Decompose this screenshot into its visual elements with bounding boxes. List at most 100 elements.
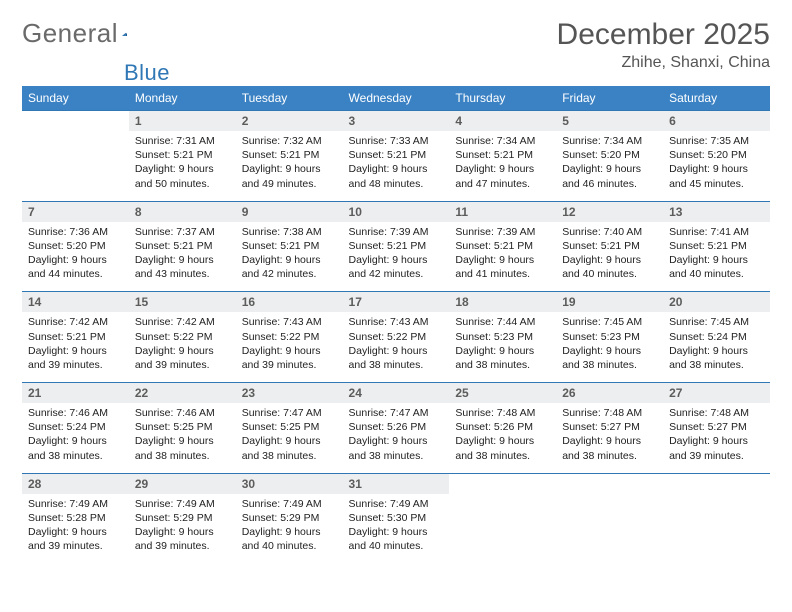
day-number-cell	[556, 473, 663, 494]
daylight-text: Daylight: 9 hours and 44 minutes.	[28, 253, 123, 281]
sunrise-text: Sunrise: 7:32 AM	[242, 134, 337, 148]
daylight-text: Daylight: 9 hours and 46 minutes.	[562, 162, 657, 190]
daylight-text: Daylight: 9 hours and 38 minutes.	[562, 434, 657, 462]
daylight-text: Daylight: 9 hours and 38 minutes.	[455, 344, 550, 372]
month-title: December 2025	[557, 18, 770, 52]
day-detail-cell: Sunrise: 7:49 AMSunset: 5:30 PMDaylight:…	[343, 494, 450, 564]
day-number-row: 78910111213	[22, 201, 770, 222]
day-number-cell: 4	[449, 111, 556, 132]
day-detail-cell: Sunrise: 7:40 AMSunset: 5:21 PMDaylight:…	[556, 222, 663, 292]
sunrise-text: Sunrise: 7:34 AM	[455, 134, 550, 148]
day-number-cell: 12	[556, 201, 663, 222]
daylight-text: Daylight: 9 hours and 38 minutes.	[135, 434, 230, 462]
logo-triangle-icon	[122, 23, 127, 45]
sunset-text: Sunset: 5:23 PM	[562, 330, 657, 344]
day-detail-row: Sunrise: 7:36 AMSunset: 5:20 PMDaylight:…	[22, 222, 770, 292]
day-detail-cell: Sunrise: 7:46 AMSunset: 5:25 PMDaylight:…	[129, 403, 236, 473]
sunset-text: Sunset: 5:21 PM	[455, 148, 550, 162]
day-detail-cell: Sunrise: 7:49 AMSunset: 5:29 PMDaylight:…	[129, 494, 236, 564]
daylight-text: Daylight: 9 hours and 40 minutes.	[242, 525, 337, 553]
day-detail-cell: Sunrise: 7:43 AMSunset: 5:22 PMDaylight:…	[343, 312, 450, 382]
sunset-text: Sunset: 5:26 PM	[455, 420, 550, 434]
sunset-text: Sunset: 5:29 PM	[135, 511, 230, 525]
day-number-cell	[663, 473, 770, 494]
sunset-text: Sunset: 5:21 PM	[349, 148, 444, 162]
day-detail-row: Sunrise: 7:42 AMSunset: 5:21 PM Daylight:…	[22, 312, 770, 382]
day-number-cell: 17	[343, 292, 450, 313]
day-detail-cell	[22, 131, 129, 201]
day-detail-cell: Sunrise: 7:47 AMSunset: 5:26 PMDaylight:…	[343, 403, 450, 473]
day-number-cell: 25	[449, 383, 556, 404]
calendar-header-row: SundayMondayTuesdayWednesdayThursdayFrid…	[22, 86, 770, 111]
location: Zhihe, Shanxi, China	[557, 54, 770, 72]
sunrise-text: Sunrise: 7:38 AM	[242, 225, 337, 239]
day-detail-cell: Sunrise: 7:36 AMSunset: 5:20 PMDaylight:…	[22, 222, 129, 292]
day-number-row: 28293031	[22, 473, 770, 494]
day-number-cell: 3	[343, 111, 450, 132]
day-number-cell: 13	[663, 201, 770, 222]
sunrise-text: Sunrise: 7:46 AM	[28, 406, 123, 420]
sunrise-text: Sunrise: 7:41 AM	[669, 225, 764, 239]
day-number-cell: 22	[129, 383, 236, 404]
day-number-cell: 30	[236, 473, 343, 494]
day-number-cell: 1	[129, 111, 236, 132]
day-number-cell: 2	[236, 111, 343, 132]
daylight-text: Daylight: 9 hours and 38 minutes.	[28, 434, 123, 462]
sunset-text: Sunset: 5:21 PM	[28, 330, 123, 344]
sunset-text: Sunset: 5:21 PM	[135, 148, 230, 162]
day-detail-cell: Sunrise: 7:48 AMSunset: 5:27 PMDaylight:…	[556, 403, 663, 473]
sunrise-text: Sunrise: 7:40 AM	[562, 225, 657, 239]
logo-text-blue: Blue	[124, 60, 170, 86]
calendar-table: SundayMondayTuesdayWednesdayThursdayFrid…	[22, 86, 770, 563]
day-number-cell: 19	[556, 292, 663, 313]
daylight-text: Daylight: 9 hours and 38 minutes.	[349, 344, 444, 372]
daylight-text: Daylight: 9 hours and 38 minutes.	[669, 344, 764, 372]
day-header: Friday	[556, 86, 663, 111]
sunset-text: Sunset: 5:27 PM	[669, 420, 764, 434]
day-number-cell: 29	[129, 473, 236, 494]
sunset-text: Sunset: 5:20 PM	[562, 148, 657, 162]
day-header: Sunday	[22, 86, 129, 111]
day-detail-cell: Sunrise: 7:34 AMSunset: 5:20 PMDaylight:…	[556, 131, 663, 201]
sunrise-text: Sunrise: 7:49 AM	[135, 497, 230, 511]
day-number-cell: 11	[449, 201, 556, 222]
sunset-text: Sunset: 5:21 PM	[455, 239, 550, 253]
sunrise-text: Sunrise: 7:47 AM	[242, 406, 337, 420]
sunrise-text: Sunrise: 7:48 AM	[455, 406, 550, 420]
day-detail-cell: Sunrise: 7:31 AMSunset: 5:21 PMDaylight:…	[129, 131, 236, 201]
day-detail-cell: Sunrise: 7:42 AMSunset: 5:21 PMDaylight:…	[22, 312, 129, 382]
sunset-text: Sunset: 5:26 PM	[349, 420, 444, 434]
daylight-text: Daylight: 9 hours and 42 minutes.	[242, 253, 337, 281]
sunset-text: Sunset: 5:20 PM	[669, 148, 764, 162]
title-block: December 2025 Zhihe, Shanxi, China	[557, 18, 770, 72]
sunset-text: Sunset: 5:24 PM	[28, 420, 123, 434]
sunset-text: Sunset: 5:24 PM	[669, 330, 764, 344]
daylight-text: Daylight: 9 hours and 49 minutes.	[242, 162, 337, 190]
day-number-cell: 6	[663, 111, 770, 132]
daylight-text: Daylight: 9 hours and 48 minutes.	[349, 162, 444, 190]
sunrise-text: Sunrise: 7:36 AM	[28, 225, 123, 239]
daylight-text: Daylight: 9 hours and 50 minutes.	[135, 162, 230, 190]
sunrise-text: Sunrise: 7:42 AM	[28, 315, 123, 329]
sunset-text: Sunset: 5:27 PM	[562, 420, 657, 434]
day-number-cell: 8	[129, 201, 236, 222]
day-detail-cell: Sunrise: 7:43 AMSunset: 5:22 PMDaylight:…	[236, 312, 343, 382]
sunrise-text: Sunrise: 7:39 AM	[349, 225, 444, 239]
day-number-cell: 21	[22, 383, 129, 404]
day-header: Saturday	[663, 86, 770, 111]
daylight-text: Daylight: 9 hours and 41 minutes.	[455, 253, 550, 281]
day-header: Thursday	[449, 86, 556, 111]
day-detail-cell: Sunrise: 7:49 AMSunset: 5:28 PMDaylight:…	[22, 494, 129, 564]
sunset-text: Sunset: 5:21 PM	[242, 148, 337, 162]
sunrise-text: Sunrise: 7:35 AM	[669, 134, 764, 148]
sunrise-text: Sunrise: 7:49 AM	[242, 497, 337, 511]
sunrise-text: Sunrise: 7:49 AM	[349, 497, 444, 511]
day-detail-cell: Sunrise: 7:49 AMSunset: 5:29 PMDaylight:…	[236, 494, 343, 564]
daylight-text: Daylight: 9 hours and 42 minutes.	[349, 253, 444, 281]
day-number-row: 14151617181920	[22, 292, 770, 313]
daylight-text: Daylight: 9 hours and 40 minutes.	[349, 525, 444, 553]
day-number-row: 123456	[22, 111, 770, 132]
sunset-text: Sunset: 5:22 PM	[349, 330, 444, 344]
day-detail-cell	[663, 494, 770, 564]
sunrise-text: Sunrise: 7:45 AM	[669, 315, 764, 329]
